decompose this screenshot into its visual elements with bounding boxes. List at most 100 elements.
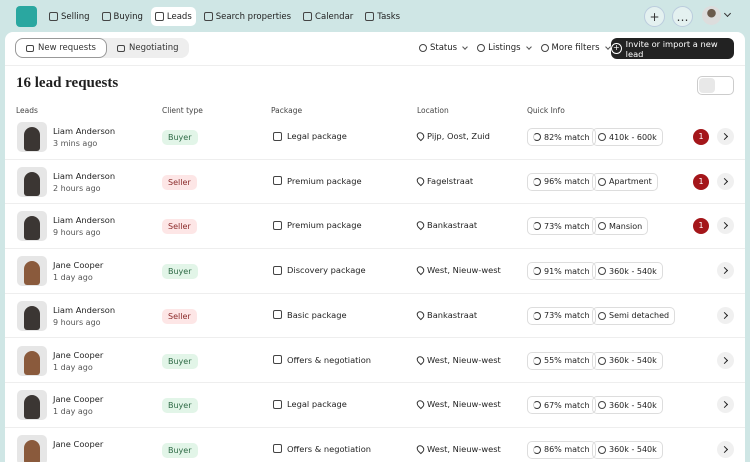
- open-button[interactable]: [717, 172, 734, 190]
- match-label: 91% match: [544, 266, 590, 276]
- open-button[interactable]: [717, 351, 734, 369]
- package: Legal package: [273, 399, 347, 409]
- package: Basic package: [273, 310, 347, 320]
- match-label: 55% match: [544, 356, 590, 365]
- content: New requests Negotiating Status Listings Mo…: [5, 32, 745, 462]
- lead-row[interactable]: Jane Cooper 1 day ago Buyer Discovery packa…: [5, 249, 745, 294]
- filter-label: Listings: [488, 43, 521, 53]
- match-icon: [533, 401, 541, 410]
- filter-icon: [477, 44, 486, 52]
- lead-row[interactable]: Liam Anderson 9 hours ago Seller Basic pack…: [5, 294, 745, 339]
- filter[interactable]: Status: [419, 43, 467, 53]
- tab[interactable]: New requests: [15, 38, 107, 58]
- notification-badge: 1: [693, 129, 709, 145]
- package: Offers & negotiation: [273, 355, 371, 365]
- open-button[interactable]: [717, 217, 734, 235]
- pin-icon: [415, 398, 426, 410]
- lead-row[interactable]: Liam Anderson 9 hours ago Seller Premium pa…: [5, 204, 745, 250]
- location-label: West, Nieuw-west: [427, 354, 501, 365]
- location-label: Bankastraat: [427, 220, 478, 231]
- lead-row[interactable]: Liam Anderson 2 hours ago Seller Premium pa…: [5, 160, 745, 205]
- lead-row[interactable]: Jane Cooper Buyer Offers & negotiation West…: [5, 428, 745, 462]
- nav-item[interactable]: Calendar: [299, 7, 357, 26]
- package-icon: [273, 399, 282, 409]
- lead-name: Jane Cooper: [53, 394, 104, 405]
- logo[interactable]: [16, 6, 37, 27]
- detail-label: Apartment: [609, 177, 652, 187]
- match-label: 73% match: [544, 311, 590, 321]
- tab[interactable]: Negotiating: [107, 38, 189, 58]
- invite-button[interactable]: Invite or import a new lead: [611, 38, 734, 59]
- location-label: West, Nieuw-west: [427, 265, 501, 276]
- open-button[interactable]: [717, 440, 734, 458]
- package: Premium package: [273, 176, 362, 186]
- package-icon: [273, 265, 282, 275]
- open-button[interactable]: [717, 396, 734, 414]
- package-label: Offers & negotiation: [287, 354, 372, 365]
- location: Bankastraat: [415, 220, 478, 231]
- package: Legal package: [273, 131, 347, 141]
- nav-item[interactable]: Leads: [150, 7, 196, 26]
- pin-icon: [415, 309, 426, 321]
- pin-icon: [415, 220, 426, 231]
- match-label: 86% match: [544, 445, 590, 455]
- pin-icon: [415, 354, 426, 365]
- match-chip: 86% match: [527, 440, 596, 459]
- nav-icon: [154, 12, 164, 21]
- lead-avatar: [17, 390, 47, 421]
- nav-item[interactable]: Selling: [45, 7, 94, 26]
- package: Premium package: [273, 220, 362, 230]
- tab-icon: [116, 44, 125, 52]
- detail-label: 410k - 600k: [609, 132, 657, 142]
- open-button[interactable]: [717, 262, 734, 280]
- package-label: Discovery package: [287, 265, 366, 276]
- view-toggle[interactable]: [697, 76, 734, 95]
- detail-label: 360k - 540k: [609, 445, 657, 455]
- detail-chip: 360k - 540k: [592, 440, 663, 459]
- avatar[interactable]: [702, 6, 721, 25]
- detail-label: Mansion: [609, 221, 643, 231]
- filter[interactable]: More filters: [540, 43, 610, 53]
- nav-item[interactable]: Search properties: [200, 7, 295, 26]
- lead-avatar: [17, 211, 47, 242]
- lead-row[interactable]: Jane Cooper 1 day ago Buyer Offers & negoti…: [5, 339, 745, 384]
- pin-icon: [415, 264, 426, 276]
- list-view[interactable]: [699, 78, 715, 93]
- nav-item[interactable]: Tasks: [361, 7, 404, 26]
- client-type: Seller: [162, 174, 197, 190]
- match-chip: 73% match: [527, 217, 596, 236]
- nav-item[interactable]: Buying: [98, 7, 147, 26]
- open-button[interactable]: [717, 306, 734, 324]
- chat-button[interactable]: …: [672, 6, 693, 27]
- lead-name: Jane Cooper: [53, 438, 104, 449]
- notification-badge: 1: [693, 218, 709, 235]
- open-button[interactable]: [717, 128, 734, 145]
- package-icon: [273, 310, 282, 320]
- filters: Status Listings More filters: [419, 38, 610, 58]
- package-label: Premium package: [287, 175, 362, 186]
- lead-row[interactable]: Jane Cooper 1 day ago Buyer Legal package We…: [5, 383, 745, 428]
- location: West, Nieuw-west: [415, 443, 501, 455]
- location-label: Pijp, Oost, Zuid: [427, 131, 490, 141]
- detail-icon: [598, 356, 606, 365]
- lead-row[interactable]: Liam Anderson 3 mins ago Buyer Legal packag…: [5, 115, 745, 160]
- lead-time: 9 hours ago: [53, 317, 101, 327]
- filter[interactable]: Listings: [477, 43, 530, 53]
- column-header: Package: [271, 106, 303, 115]
- top-bar: Selling Buying Leads Search properties Calen…: [0, 0, 750, 32]
- package-icon: [273, 131, 282, 141]
- menu-chevron[interactable]: [723, 9, 732, 18]
- grid-view[interactable]: [717, 78, 733, 93]
- client-type: Buyer: [162, 264, 198, 280]
- column-header: Quick Info: [527, 106, 565, 115]
- location: West, Nieuw-west: [415, 264, 501, 276]
- pin-icon: [415, 175, 426, 186]
- pin-icon: [415, 130, 426, 142]
- client-type: Buyer: [162, 353, 198, 369]
- package: Offers & negotiation: [273, 444, 371, 454]
- add-button[interactable]: +: [644, 6, 665, 27]
- filter-icon: [540, 44, 549, 52]
- package-icon: [273, 355, 282, 364]
- notification-badge: 1: [693, 173, 709, 190]
- lead-time: 1 day ago: [53, 407, 93, 417]
